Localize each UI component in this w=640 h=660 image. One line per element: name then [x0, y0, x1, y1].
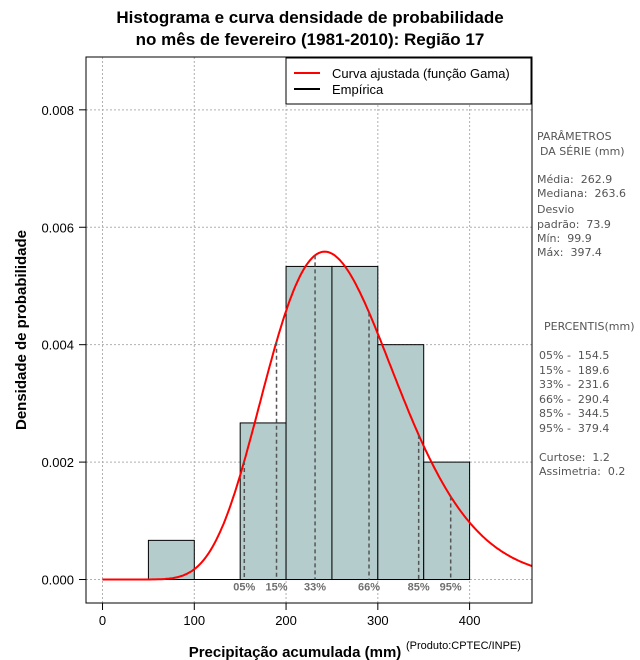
percentil-15: 15% - 189.6 — [539, 364, 610, 377]
percentile-label: 66% — [358, 582, 380, 594]
legend-box — [285, 57, 532, 105]
plot-frame — [85, 56, 533, 604]
percentile-label: 05% — [233, 582, 255, 594]
gamma-curve — [102, 250, 533, 581]
y-tick-label: 0.002 — [41, 455, 74, 470]
x-tick-label: 300 — [367, 613, 389, 628]
percentil-66: 66% - 290.4 — [539, 393, 610, 406]
histogram-bars — [102, 265, 471, 581]
gamma-curve-layer — [102, 250, 533, 581]
y-tick-label: 0.004 — [41, 338, 74, 353]
axes: 0 100 200 300 400 0.000 0.002 0.004 0.006 0.008 — [41, 103, 480, 628]
stats-heading-1: PARÂMETROS — [537, 130, 612, 143]
y-tick-label: 0.000 — [41, 573, 74, 588]
stat-assimetria: Assimetria: 0.2 — [539, 465, 626, 478]
percentil-85: 85% - 344.5 — [539, 407, 610, 420]
percentile-label: 33% — [304, 582, 326, 594]
stat-curtose: Curtose: 1.2 — [539, 451, 610, 464]
legend: Curva ajustada (função Gama)Empírica — [285, 57, 532, 105]
percentil-05: 05% - 154.5 — [539, 349, 610, 362]
y-axis-label: Densidade de probabilidade — [13, 230, 30, 430]
percentile-label: 15% — [265, 582, 287, 594]
histogram-bar — [285, 265, 333, 581]
x-tick-label: 400 — [459, 613, 481, 628]
percentil-95: 95% - 379.4 — [539, 422, 610, 435]
stat-desvio-1: Desvio — [537, 203, 575, 216]
stat-media: Média: 262.9 — [537, 173, 613, 186]
percentil-33: 33% - 231.6 — [539, 378, 610, 391]
histogram-bar — [377, 344, 425, 581]
percentile-label: 95% — [440, 582, 462, 594]
stats-heading-2: DA SÉRIE (mm) — [540, 145, 625, 158]
histogram-bar — [331, 265, 379, 581]
chart-title-line1: Histograma e curva densidade de probabil… — [116, 8, 504, 27]
product-credit: (Produto:CPTEC/INPE) — [406, 640, 521, 652]
stat-max: Máx: 397.4 — [537, 246, 602, 259]
y-tick-label: 0.008 — [41, 103, 74, 118]
chart-title-line2: no mês de fevereiro (1981-2010): Região … — [135, 30, 485, 49]
legend-label: Empírica — [332, 82, 384, 97]
percentile-lines: 05% 15% 33% 66% 85% 95% — [233, 255, 462, 594]
percentile-label: 85% — [408, 582, 430, 594]
x-tick-label: 100 — [183, 613, 205, 628]
x-axis-label: Precipitação acumulada (mm) — [189, 644, 402, 660]
x-tick-label: 200 — [275, 613, 297, 628]
y-tick-label: 0.006 — [41, 220, 74, 235]
stat-min: Mín: 99.9 — [537, 232, 592, 245]
legend-label: Curva ajustada (função Gama) — [332, 66, 510, 81]
stat-desvio-2: padrão: 73.9 — [537, 218, 611, 231]
x-tick-label: 0 — [99, 613, 106, 628]
histogram-bar — [239, 422, 287, 581]
percentis-heading: PERCENTIS(mm) — [544, 320, 635, 333]
histogram-bar — [423, 461, 471, 581]
stat-mediana: Mediana: 263.6 — [537, 187, 626, 200]
